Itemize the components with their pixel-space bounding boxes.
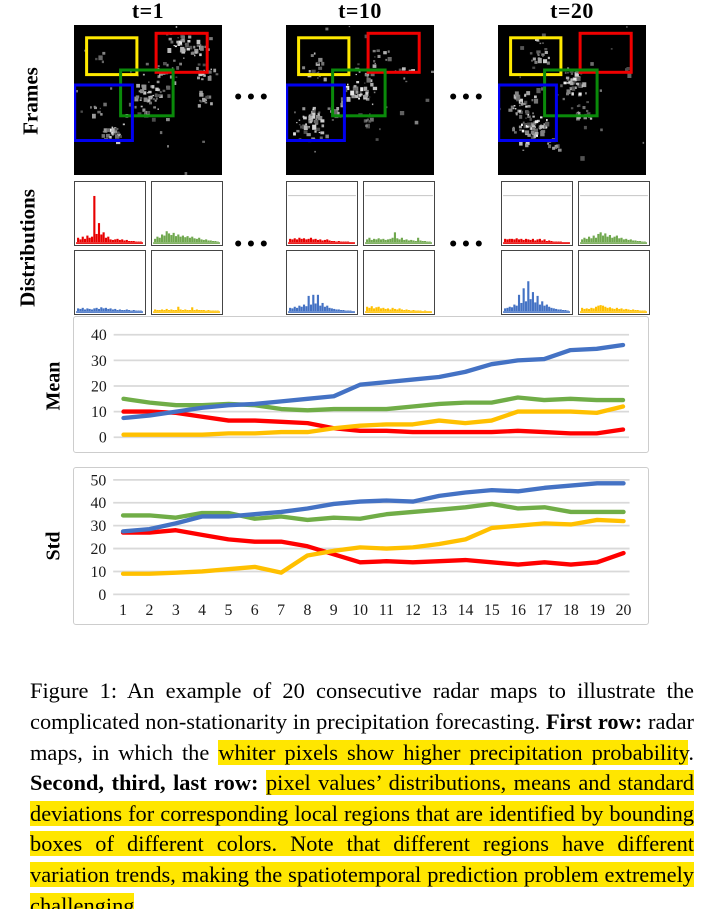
std-series-red-region bbox=[120, 528, 626, 567]
std-ytick: 10 bbox=[90, 564, 106, 581]
distribution-panel-t=10-orange bbox=[362, 250, 435, 315]
distribution-panel-t=1-orange bbox=[150, 250, 223, 315]
std-series-blue-region bbox=[120, 481, 626, 534]
mean-ytick: 40 bbox=[91, 327, 107, 344]
distribution-panel-t=20-green bbox=[577, 181, 650, 246]
frames-row-label: Frames bbox=[18, 67, 43, 135]
mean-ytick: 20 bbox=[91, 378, 107, 395]
std-xtick: 19 bbox=[589, 602, 605, 619]
bounding-box-red bbox=[578, 31, 633, 74]
frame-title-t10: t=10 bbox=[338, 0, 382, 23]
mean-ytick: 0 bbox=[99, 430, 107, 447]
std-ytick: 20 bbox=[90, 541, 106, 558]
std-ytick: 50 bbox=[90, 472, 106, 489]
std-xtick: 8 bbox=[304, 602, 312, 619]
mean-series-blue-region bbox=[121, 342, 626, 421]
bounding-box-red bbox=[154, 31, 209, 74]
std-xtick: 2 bbox=[145, 602, 153, 619]
std-xtick: 4 bbox=[198, 602, 206, 619]
std-xtick: 16 bbox=[510, 602, 526, 619]
bounding-box-green bbox=[119, 68, 175, 118]
mean-ytick: 30 bbox=[91, 353, 107, 370]
std-xtick: 11 bbox=[379, 602, 394, 619]
std-xtick: 17 bbox=[537, 602, 553, 619]
std-xtick: 5 bbox=[224, 602, 232, 619]
radar-frame-t10 bbox=[286, 25, 434, 175]
figure-caption: Figure 1: An example of 20 consecutive r… bbox=[30, 676, 694, 909]
std-series-green-region bbox=[120, 501, 626, 523]
std-chart: 50 40 30 20 10 0 1 2 3 4 5 6 7 8 9 10 11 12 13 14 15 16 17 18 19… bbox=[73, 467, 649, 625]
caption-run-normal: . bbox=[134, 892, 141, 909]
std-xtick: 7 bbox=[277, 602, 285, 619]
ellipsis-distributions-left: ••• bbox=[232, 235, 272, 255]
caption-run-bold: Second, third, last row: bbox=[30, 770, 259, 796]
std-xtick: 9 bbox=[330, 602, 338, 619]
mean-series-red-region bbox=[121, 409, 626, 436]
frame-title-t1: t=1 bbox=[131, 0, 165, 23]
distribution-panel-t=1-blue bbox=[74, 250, 146, 315]
caption-run-normal: radar maps, in which the bbox=[30, 708, 694, 765]
std-xtick: 6 bbox=[251, 602, 259, 619]
mean-axis-label: Mean bbox=[42, 361, 65, 411]
bounding-box-blue bbox=[498, 83, 558, 142]
bounding-box-yellow bbox=[297, 36, 351, 77]
mean-ytick: 10 bbox=[91, 404, 107, 421]
radar-frame-t20 bbox=[498, 25, 646, 175]
std-series-orange-region bbox=[120, 517, 626, 576]
ellipsis-frames-right: ••• bbox=[447, 88, 487, 108]
distribution-panel-t=1-red bbox=[74, 181, 146, 246]
bounding-box-red bbox=[366, 31, 421, 74]
std-xtick: 13 bbox=[431, 602, 447, 619]
std-xtick: 15 bbox=[484, 602, 500, 619]
std-xtick: 3 bbox=[172, 602, 180, 619]
distribution-panel-t=10-red bbox=[286, 181, 358, 246]
bounding-box-yellow bbox=[85, 36, 139, 77]
mean-chart-plot: 40 30 20 10 0 bbox=[91, 327, 630, 447]
distribution-panel-t=1-green bbox=[150, 181, 223, 246]
radar-frame-t1 bbox=[74, 25, 222, 175]
caption-run-highlight: whiter pixels show higher precipitation … bbox=[218, 739, 689, 765]
mean-chart: 40 30 20 10 0 bbox=[73, 316, 649, 453]
std-ytick: 30 bbox=[90, 518, 106, 535]
std-axis-label: Std bbox=[42, 531, 65, 561]
caption-run-normal: Figure 1: An example of 20 consecutive r… bbox=[30, 678, 694, 734]
distribution-panel-t=10-green bbox=[362, 181, 435, 246]
caption-run-bold: First row: bbox=[545, 708, 643, 734]
mean-series-orange-region bbox=[121, 404, 626, 437]
mean-series-green-region bbox=[121, 395, 626, 413]
distributions-row-label: Distributions bbox=[15, 189, 40, 307]
std-xtick: 18 bbox=[563, 602, 579, 619]
bounding-box-blue bbox=[286, 83, 346, 142]
std-ytick: 40 bbox=[90, 495, 106, 512]
std-xtick: 10 bbox=[352, 602, 368, 619]
bounding-box-green bbox=[543, 68, 599, 118]
distribution-panel-t=20-blue bbox=[501, 250, 573, 315]
ellipsis-frames-left: ••• bbox=[232, 88, 272, 108]
distribution-panel-t=20-orange bbox=[577, 250, 650, 315]
std-xtick: 1 bbox=[119, 602, 127, 619]
distribution-panel-t=20-red bbox=[501, 181, 573, 246]
caption-run-normal bbox=[258, 770, 265, 795]
std-xtick: 20 bbox=[616, 602, 632, 619]
std-xtick: 12 bbox=[405, 602, 421, 619]
bounding-box-yellow bbox=[509, 36, 563, 77]
bounding-box-green bbox=[331, 68, 387, 118]
caption-run-normal: . bbox=[688, 739, 694, 765]
frame-title-t20: t=20 bbox=[550, 0, 594, 23]
distribution-panel-t=10-blue bbox=[286, 250, 358, 315]
std-xtick: 14 bbox=[458, 602, 474, 619]
std-ytick: 0 bbox=[98, 587, 106, 604]
ellipsis-distributions-right: ••• bbox=[447, 235, 487, 255]
bounding-box-blue bbox=[74, 83, 134, 142]
